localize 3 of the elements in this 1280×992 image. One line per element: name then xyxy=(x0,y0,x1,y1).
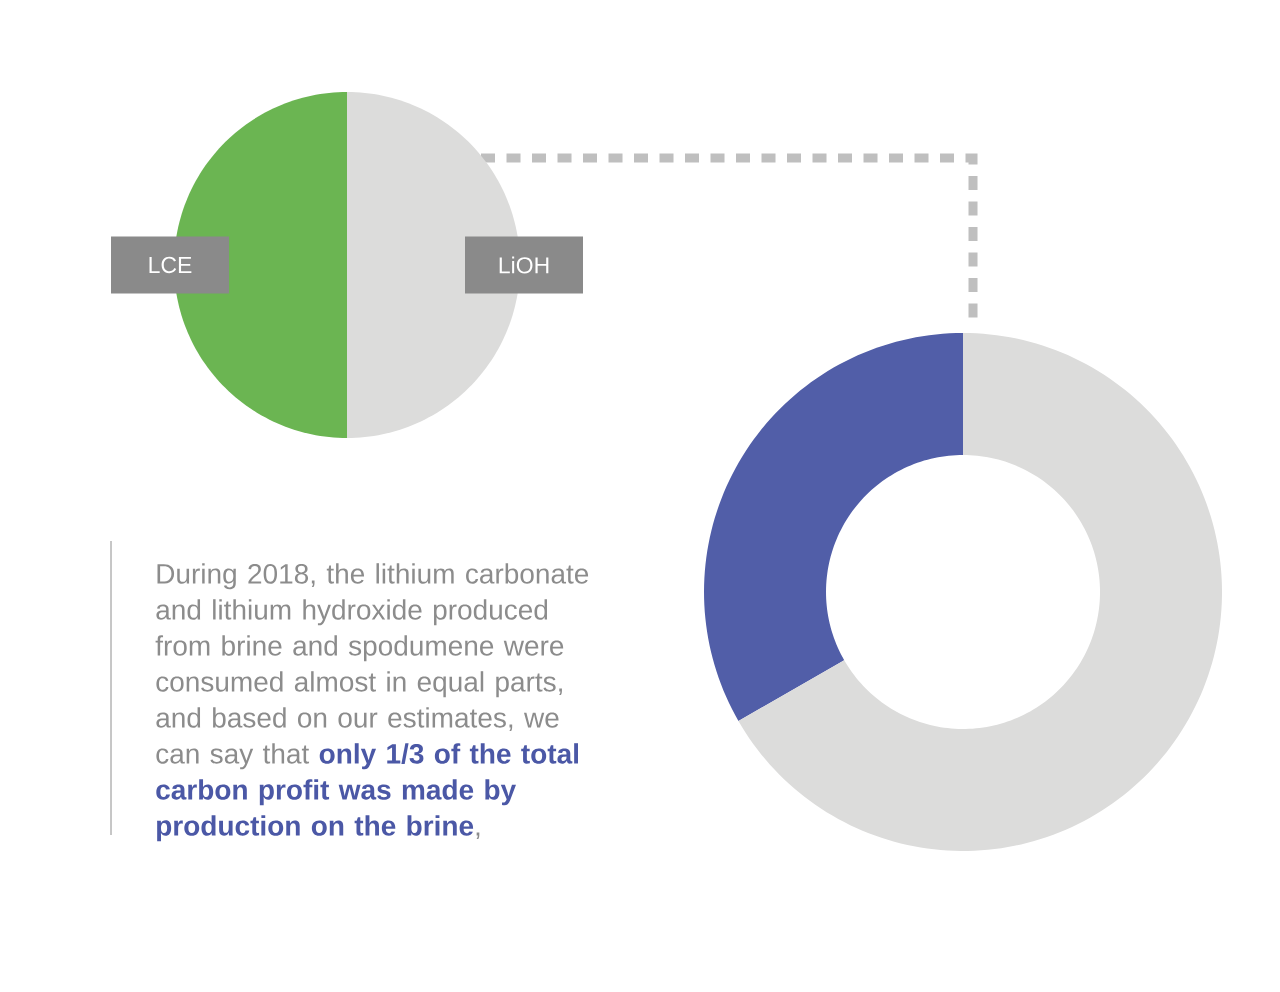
text: During 2018, the lithium carbonate and lithium hydroxide produced from brine and spodumene were consumed almost in equal parts, and based on our estimates, we can say that only 1/3 of the total carbon profit was made by production on the brine, xyxy=(155,563,589,842)
slice-label: LCE xyxy=(149,256,192,274)
slice-label: LiOH xyxy=(499,256,549,274)
